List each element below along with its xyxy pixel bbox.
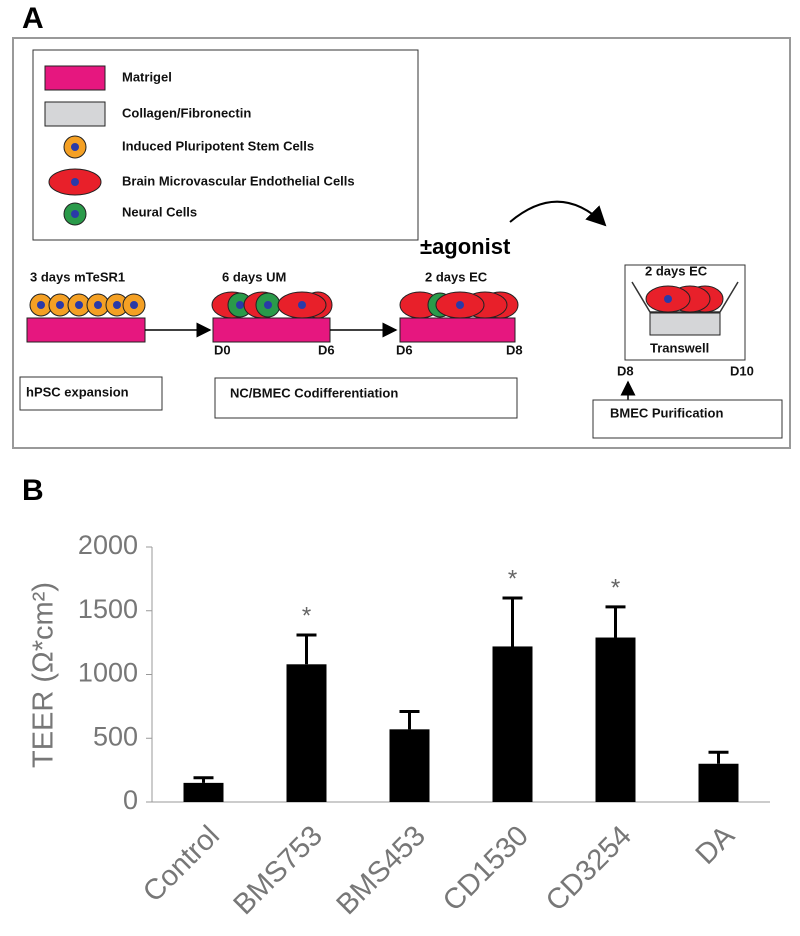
- phase-box: [214, 377, 518, 419]
- panel-frame: [12, 37, 791, 449]
- y-axis-title: TEER (Ω*cm²): [28, 582, 60, 768]
- significance-marker: *: [611, 574, 620, 601]
- legend-label: Neural Cells: [122, 204, 197, 219]
- y-tick-label: 1500: [78, 594, 138, 624]
- day-label: D8: [506, 342, 523, 357]
- bmec-cells: [645, 285, 724, 313]
- panel-label: B: [22, 474, 44, 507]
- legend-swatch: [44, 65, 106, 91]
- error-bar: [605, 605, 626, 638]
- nucleus: [71, 178, 79, 186]
- phase-label: hPSC expansion: [26, 384, 129, 399]
- x-tick-label: CD3254: [540, 820, 638, 918]
- phase-label: BMEC Purification: [610, 405, 723, 420]
- x-tick-label: Control: [137, 820, 226, 909]
- day-label: D6: [318, 342, 335, 357]
- phase-box: [19, 376, 163, 411]
- x-tick-label: BMS753: [228, 820, 329, 921]
- bar: [492, 646, 533, 802]
- x-tick-label: DA: [690, 819, 742, 871]
- panel-label: A: [22, 2, 44, 35]
- bar: [183, 782, 224, 802]
- agonist-label: ±agonist: [420, 234, 511, 259]
- stage-title: 2 days EC: [425, 269, 488, 284]
- bar: [595, 637, 636, 802]
- ipsc-cells: [29, 293, 146, 317]
- day-label: D0: [214, 342, 231, 357]
- bar: [389, 729, 430, 802]
- y-tick-label: 1000: [78, 658, 138, 688]
- y-tick-label: 0: [123, 785, 138, 815]
- day-label: D8: [617, 363, 634, 378]
- phase-label: NC/BMEC Codifferentiation: [230, 385, 398, 400]
- x-tick-label: CD1530: [437, 820, 535, 918]
- matrigel: [26, 317, 146, 343]
- stage-title: 3 days mTeSR1: [30, 269, 125, 284]
- day-label: D10: [730, 363, 754, 378]
- legend-label: Collagen/Fibronectin: [122, 105, 251, 120]
- error-bar: [708, 750, 729, 764]
- error-bar: [193, 776, 214, 783]
- significance-marker: *: [508, 565, 517, 592]
- bar: [286, 664, 327, 802]
- legend-label: Brain Microvascular Endothelial Cells: [122, 173, 355, 188]
- legend-label: Matrigel: [122, 69, 172, 84]
- legend-label: Induced Pluripotent Stem Cells: [122, 138, 314, 153]
- error-bar: [502, 596, 523, 647]
- stage-title: 6 days UM: [222, 269, 286, 284]
- co-culture-cells: [211, 291, 333, 319]
- stage-title: 2 days EC: [645, 263, 708, 278]
- matrigel: [399, 317, 516, 343]
- y-tick-label: 2000: [78, 530, 138, 560]
- collagen: [649, 312, 721, 336]
- nucleus: [71, 210, 79, 218]
- curved-arrow: [509, 200, 607, 227]
- matrigel: [212, 317, 331, 343]
- phase-box: [592, 399, 783, 439]
- significance-marker: *: [302, 602, 311, 629]
- y-tick-label: 500: [93, 721, 138, 751]
- bar: [698, 763, 739, 802]
- error-bar: [296, 633, 317, 665]
- x-tick-label: BMS453: [331, 820, 432, 921]
- error-bar: [399, 709, 420, 730]
- day-label: D6: [396, 342, 413, 357]
- legend-swatch: [44, 101, 106, 127]
- transwell-label: Transwell: [650, 340, 709, 355]
- nucleus: [71, 143, 79, 151]
- co-culture-cells: [399, 291, 519, 319]
